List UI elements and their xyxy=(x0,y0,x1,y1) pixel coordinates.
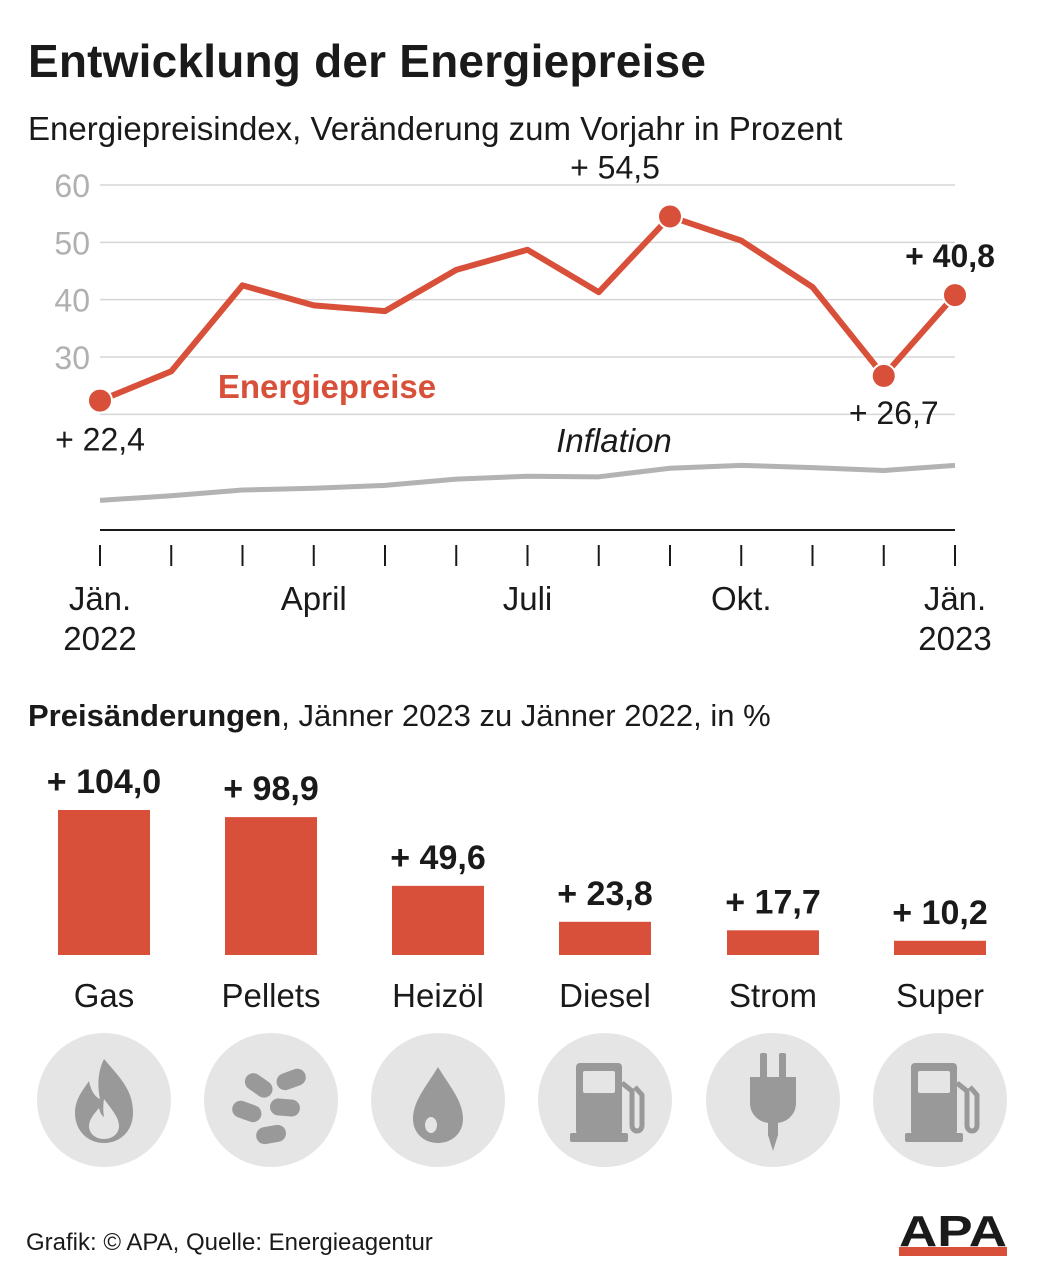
bar xyxy=(225,817,317,955)
x-tick-label: Juli xyxy=(503,580,553,617)
bar xyxy=(392,885,484,955)
fuel-pump-icon xyxy=(570,1063,645,1142)
bar-value-label: + 23,8 xyxy=(557,875,652,913)
bar-value-label: + 104,0 xyxy=(47,763,161,801)
bar-value-label: + 98,9 xyxy=(223,770,318,808)
bar-chart-title: Preisänderungen, Jänner 2023 zu Jänner 2… xyxy=(28,698,771,734)
x-tick-label: April xyxy=(281,580,347,617)
power-plug-icon-badge xyxy=(706,1033,840,1167)
bar-chart: + 104,0 Gas + 98,9 Pellets + 49,6 Heizöl + 23,… xyxy=(47,763,988,1014)
bar-category-label: Heizöl xyxy=(392,977,484,1014)
bar-category-label: Pellets xyxy=(221,977,320,1014)
x-tick-label: Okt. xyxy=(711,580,772,617)
bar-value-label: + 10,2 xyxy=(892,894,987,932)
bar xyxy=(559,921,651,955)
fuel-pump-icon-badge xyxy=(538,1033,672,1167)
highlight-point xyxy=(870,362,897,389)
y-tick-label: 40 xyxy=(54,283,90,319)
fuel-pump-icon xyxy=(905,1063,980,1142)
bar-category-label: Super xyxy=(896,977,984,1014)
bar xyxy=(894,940,986,955)
power-plug-icon xyxy=(750,1053,796,1151)
point-value-label: + 54,5 xyxy=(570,150,660,186)
flame-icon-badge xyxy=(37,1033,171,1167)
bar xyxy=(58,810,150,955)
fuel-pump-icon-badge xyxy=(873,1033,1007,1167)
apa-logo-bar xyxy=(899,1247,1007,1256)
chart-title: Entwicklung der Energiepreise xyxy=(28,35,707,87)
bar-category-label: Strom xyxy=(729,977,817,1014)
oil-drop-icon xyxy=(413,1067,463,1143)
point-value-label: + 40,8 xyxy=(905,238,995,274)
highlight-point xyxy=(942,282,968,309)
oil-drop-icon-badge xyxy=(371,1033,505,1167)
flame-icon xyxy=(75,1059,133,1143)
y-tick-label: 50 xyxy=(54,225,90,261)
bar-chart-title-rest: , Jänner 2023 zu Jänner 2022, in % xyxy=(281,698,771,733)
energy-series-label: Energiepreise xyxy=(218,368,436,405)
bar-category-label: Diesel xyxy=(559,977,651,1014)
bar xyxy=(727,930,819,955)
bar-value-label: + 49,6 xyxy=(390,839,485,877)
bar-value-label: + 17,7 xyxy=(725,883,820,921)
point-value-label: + 22,4 xyxy=(55,422,145,458)
y-tick-label: 60 xyxy=(54,168,90,204)
inflation-series-label: Inflation xyxy=(556,422,672,459)
inflation-series-line xyxy=(99,462,956,503)
x-tick-year-label: 2023 xyxy=(918,620,991,657)
chart-subtitle: Energiepreisindex, Veränderung zum Vorja… xyxy=(28,110,843,147)
pellets-icon-badge xyxy=(204,1033,338,1167)
energy-series-line xyxy=(98,213,958,404)
source-credit: Grafik: © APA, Quelle: Energieagentur xyxy=(26,1229,433,1256)
bar-chart-title-bold: Preisänderungen xyxy=(28,698,282,733)
highlight-point xyxy=(657,203,683,230)
y-tick-label: 30 xyxy=(54,340,90,376)
apa-logo: APA xyxy=(899,1210,1007,1256)
x-tick-year-label: 2022 xyxy=(63,620,136,657)
bar-category-label: Gas xyxy=(74,977,135,1014)
x-tick-label: Jän. xyxy=(69,580,131,617)
x-tick-label: Jän. xyxy=(924,580,986,617)
point-value-label: + 26,7 xyxy=(849,395,939,431)
highlight-point xyxy=(87,387,113,414)
pellets-icon xyxy=(232,1068,306,1145)
